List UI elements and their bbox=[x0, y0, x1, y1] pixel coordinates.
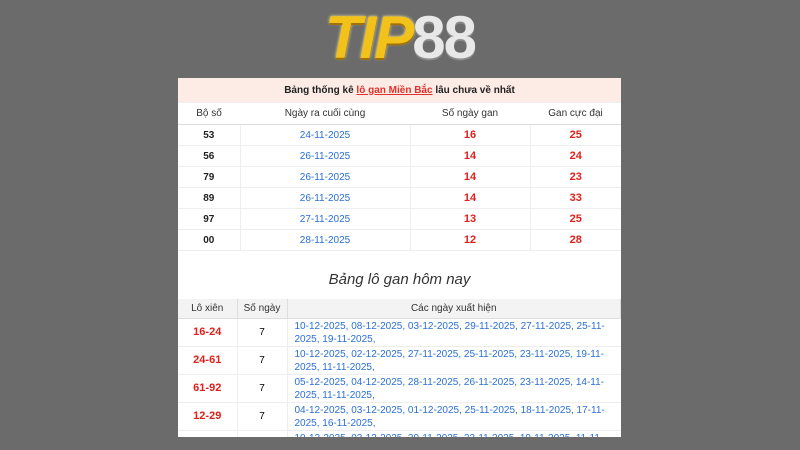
table-cell: 13 bbox=[410, 208, 531, 230]
table-cell: 61-92 bbox=[178, 374, 238, 403]
table-cell: 00 bbox=[178, 229, 241, 251]
table-cell: 6 bbox=[237, 430, 288, 437]
logo: TIP88 bbox=[0, 4, 800, 72]
table-cell: 53 bbox=[178, 124, 241, 146]
column-header: Số ngày gan bbox=[410, 102, 530, 125]
table-cell: 05-12-2025, 04-12-2025, 28-11-2025, 26-1… bbox=[287, 374, 621, 403]
table-cell: 14 bbox=[410, 145, 531, 167]
table-cell: 24-61 bbox=[178, 346, 238, 375]
table-title: Bảng thống kê lô gan Miền Bắc lâu chưa v… bbox=[178, 78, 621, 103]
table-cell: 10-12-2025, 03-12-2025, 29-11-2025, 23-1… bbox=[287, 430, 621, 437]
table-row: 56 26-11-2025 14 24 bbox=[178, 145, 621, 167]
table-cell: 23 bbox=[530, 166, 621, 188]
table-cell: 25 bbox=[530, 208, 621, 230]
table-cell: 7 bbox=[237, 374, 288, 403]
gan-stats-table: Bảng thống kê lô gan Miền Bắc lâu chưa v… bbox=[178, 78, 621, 251]
table-row: 79 26-11-2025 14 23 bbox=[178, 166, 621, 188]
table-cell: 25 bbox=[530, 124, 621, 146]
title-text: lâu chưa về nhất bbox=[432, 84, 515, 96]
table-row: 16-24 7 10-12-2025, 08-12-2025, 03-12-2025… bbox=[178, 318, 621, 347]
table-cell: 79 bbox=[178, 166, 241, 188]
table-cell: 28 bbox=[530, 229, 621, 251]
column-header: Các ngày xuất hiện bbox=[287, 299, 621, 319]
table-cell: 16 bbox=[410, 124, 531, 146]
gan-today-table: Lô xiên Số ngày Các ngày xuất hiện 16-24 7 1… bbox=[178, 299, 621, 437]
content-panel: Bảng thống kê lô gan Miền Bắc lâu chưa v… bbox=[178, 78, 621, 437]
table-row: 61-92 7 05-12-2025, 04-12-2025, 28-11-2025… bbox=[178, 374, 621, 403]
table-cell: 12-29 bbox=[178, 402, 238, 431]
table-cell: 97 bbox=[178, 208, 241, 230]
table-cell: 12 bbox=[410, 229, 531, 251]
table-cell[interactable]: 26-11-2025 bbox=[240, 145, 411, 167]
table-row: 24-61 7 10-12-2025, 02-12-2025, 27-11-2025… bbox=[178, 346, 621, 375]
table-cell: 7 bbox=[237, 402, 288, 431]
table-cell[interactable]: 28-11-2025 bbox=[240, 229, 411, 251]
table-cell: 56 bbox=[178, 145, 241, 167]
column-header: Gan cực đại bbox=[530, 102, 621, 125]
table-cell[interactable]: 26-11-2025 bbox=[240, 187, 411, 209]
logo-number: 88 bbox=[412, 4, 477, 71]
table-cell: 10-12-2025, 02-12-2025, 27-11-2025, 25-1… bbox=[287, 346, 621, 375]
table-row: 12-29 7 04-12-2025, 03-12-2025, 01-12-2025… bbox=[178, 402, 621, 431]
table-row: 89 26-11-2025 14 33 bbox=[178, 187, 621, 209]
logo-main: TIP bbox=[324, 4, 414, 71]
table-row: 00 28-11-2025 12 28 bbox=[178, 229, 621, 251]
table-cell: 16-24 bbox=[178, 318, 238, 347]
table-cell: 7 bbox=[237, 346, 288, 375]
table-cell: 7 bbox=[237, 318, 288, 347]
column-header: Ngày ra cuối cùng bbox=[240, 102, 410, 125]
table-cell: 04-12-2025, 03-12-2025, 01-12-2025, 25-1… bbox=[287, 402, 621, 431]
header-row: Lô xiên Số ngày Các ngày xuất hiện bbox=[178, 299, 621, 319]
table-row: 97 27-11-2025 13 25 bbox=[178, 208, 621, 230]
column-header: Số ngày bbox=[237, 299, 288, 319]
table-cell[interactable]: 24-11-2025 bbox=[240, 124, 411, 146]
header-row: Bộ số Ngày ra cuối cùng Số ngày gan Gan cực… bbox=[178, 102, 621, 125]
title-link[interactable]: lô gan Miền Bắc bbox=[356, 84, 433, 96]
column-header: Lô xiên bbox=[178, 299, 238, 319]
column-header: Bộ số bbox=[178, 102, 240, 125]
table-cell[interactable]: 26-11-2025 bbox=[240, 166, 411, 188]
table-title: Bảng lô gan hôm nay bbox=[328, 271, 471, 288]
table-row: 53 24-11-2025 16 25 bbox=[178, 124, 621, 146]
table-cell: 89 bbox=[178, 187, 241, 209]
table-cell: 24 bbox=[530, 145, 621, 167]
table-cell: 18-24 bbox=[178, 430, 238, 437]
table-cell[interactable]: 27-11-2025 bbox=[240, 208, 411, 230]
table-row: 18-24610-12-2025, 03-12-2025, 29-11-2025… bbox=[178, 430, 621, 437]
title-text: Bảng thống kê bbox=[284, 84, 357, 96]
table-cell: 14 bbox=[410, 187, 531, 209]
table-cell: 33 bbox=[530, 187, 621, 209]
table-cell: 14 bbox=[410, 166, 531, 188]
table-cell: 10-12-2025, 08-12-2025, 03-12-2025, 29-1… bbox=[287, 318, 621, 347]
